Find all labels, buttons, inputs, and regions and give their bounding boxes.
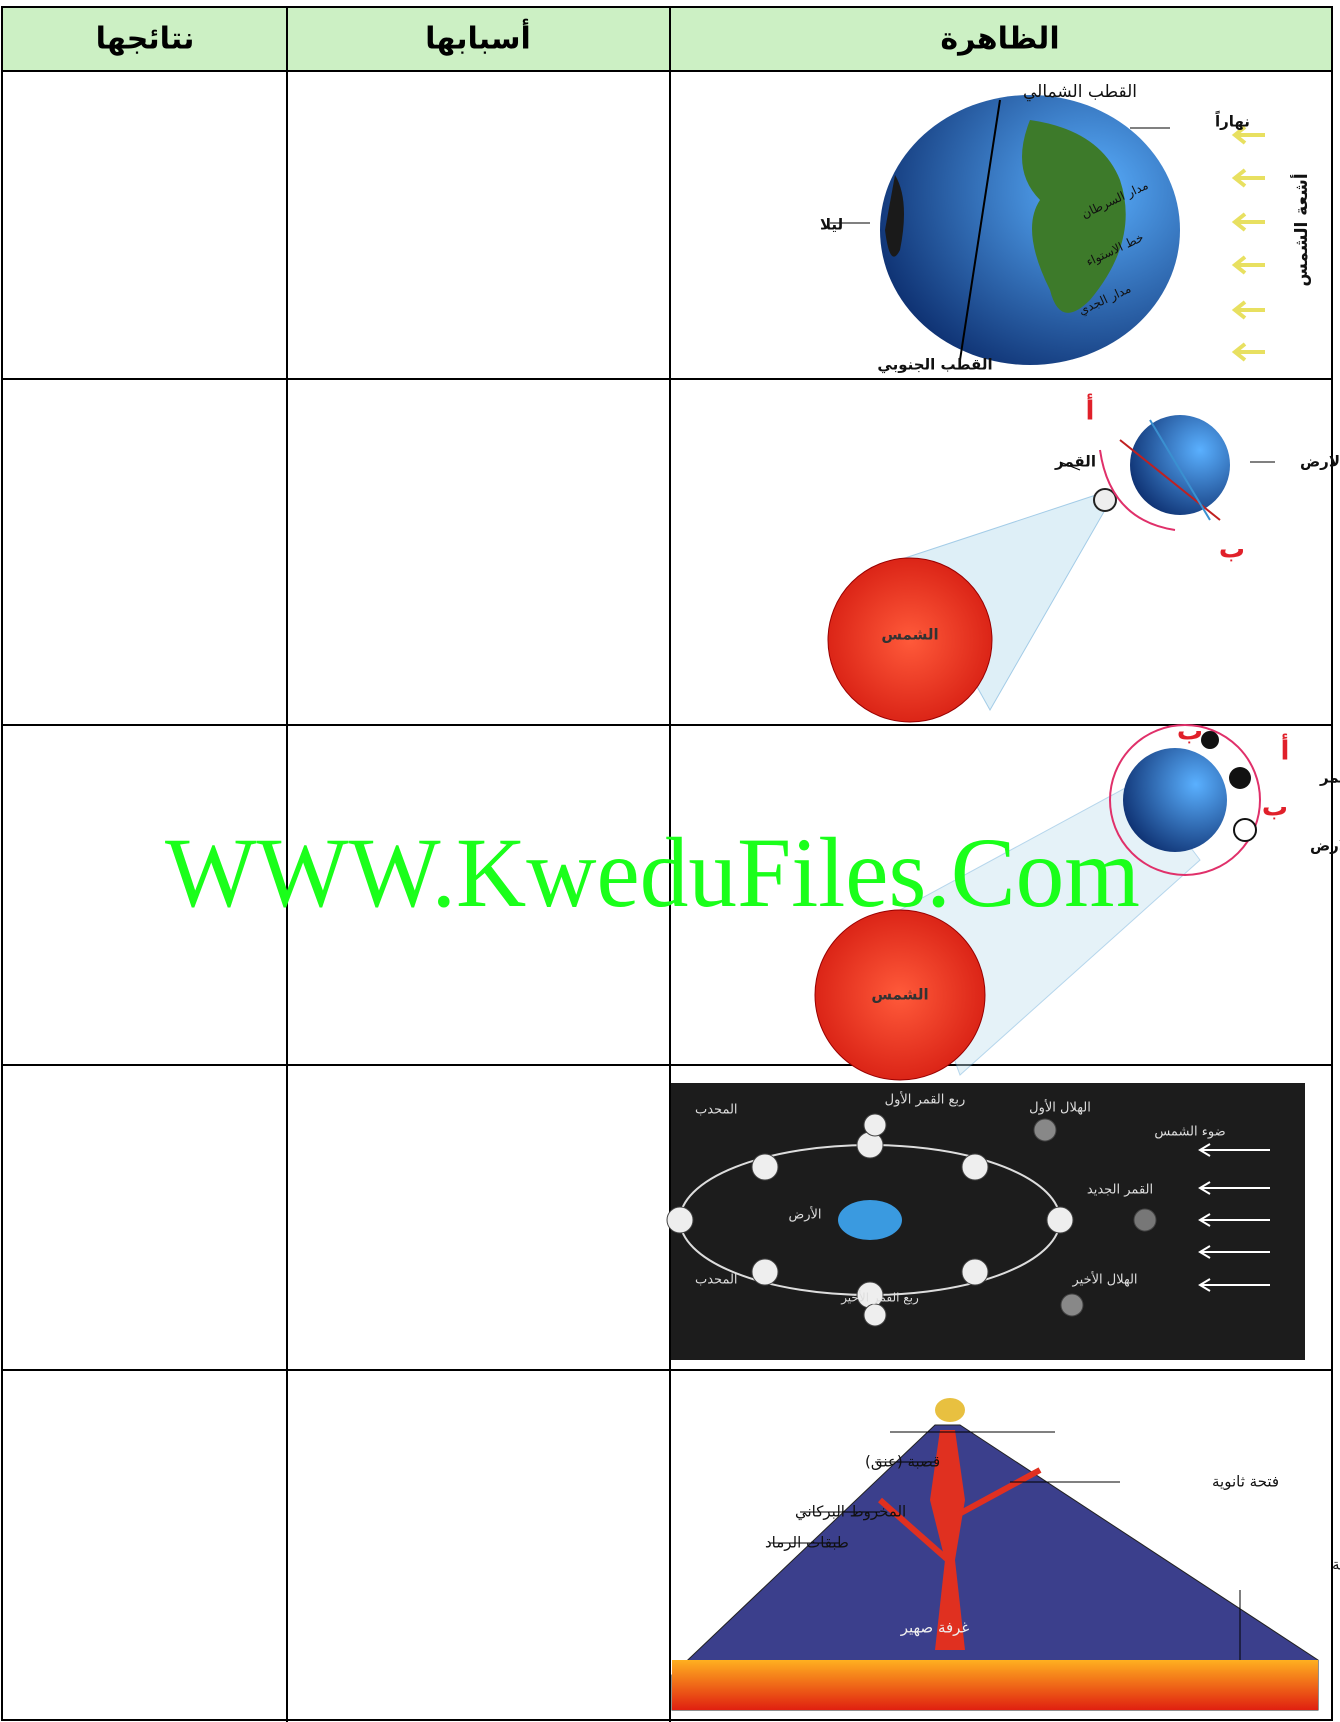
figure-label: الشمس [871, 986, 928, 1004]
figure-label: القمر [1319, 769, 1340, 787]
figure-label: فتحة ثانوية [1212, 1473, 1279, 1491]
figure-label: المحدب [695, 1103, 738, 1118]
figure-label: طبقات الرماد [765, 1534, 849, 1552]
figure-label: الارض [1300, 453, 1340, 471]
figure-label: ب [1177, 717, 1203, 747]
figure-label: أ [1281, 734, 1290, 767]
watermark: WWW.KweduFiles.Com [165, 817, 1140, 928]
figure-label: القمر الجديد [1087, 1183, 1153, 1198]
figure-label: الأرض [788, 1206, 821, 1223]
figure-label: الشمس [881, 626, 938, 644]
figure-label: ضوء الشمس [1154, 1125, 1225, 1140]
header-cell: الظاهرة [940, 22, 1059, 57]
figure-label: ليلا [820, 216, 843, 234]
header-cell: نتائجها [96, 22, 195, 57]
figure-label: المحدب [695, 1273, 738, 1288]
figure-label: قصبة (عنق) [865, 1453, 940, 1471]
moon-phases-figure [666, 1083, 1305, 1360]
figure-label: غرفة صهير [900, 1619, 970, 1637]
figure-label: القمر [1054, 453, 1096, 471]
figure-label: الهلال الأخير [1071, 1271, 1137, 1288]
eclipse-figure [827, 415, 1275, 723]
figure-label: ربع القمر الأول [885, 1091, 966, 1108]
header-cell: أسبابها [425, 19, 531, 57]
figure-label: ربع القمر الأخير [840, 1290, 919, 1306]
figure-label: أشعة الشمس [1290, 173, 1312, 286]
figure-label: الارض [1310, 837, 1340, 855]
figure-label: القطب الشمالي [1023, 82, 1137, 102]
earth-figure [830, 95, 1265, 365]
figure-label: طبقات صخرية [1332, 1556, 1340, 1574]
figure-label: أ [1086, 394, 1095, 427]
header-bg [2, 7, 1332, 71]
figure-label: المخروط البركاني [795, 1503, 906, 1522]
figure-label: القطب الجنوبي [877, 356, 992, 374]
table-grid [1, 6, 1333, 1722]
figure-label: الهلال الأول [1029, 1099, 1091, 1116]
volcano-figure [671, 1398, 1319, 1711]
figure-label: ب [1262, 793, 1288, 823]
figure-label: ب [1219, 535, 1245, 565]
figure-label: نهاراً [1215, 110, 1250, 130]
lunar-eclipse-figure [814, 724, 1261, 1081]
